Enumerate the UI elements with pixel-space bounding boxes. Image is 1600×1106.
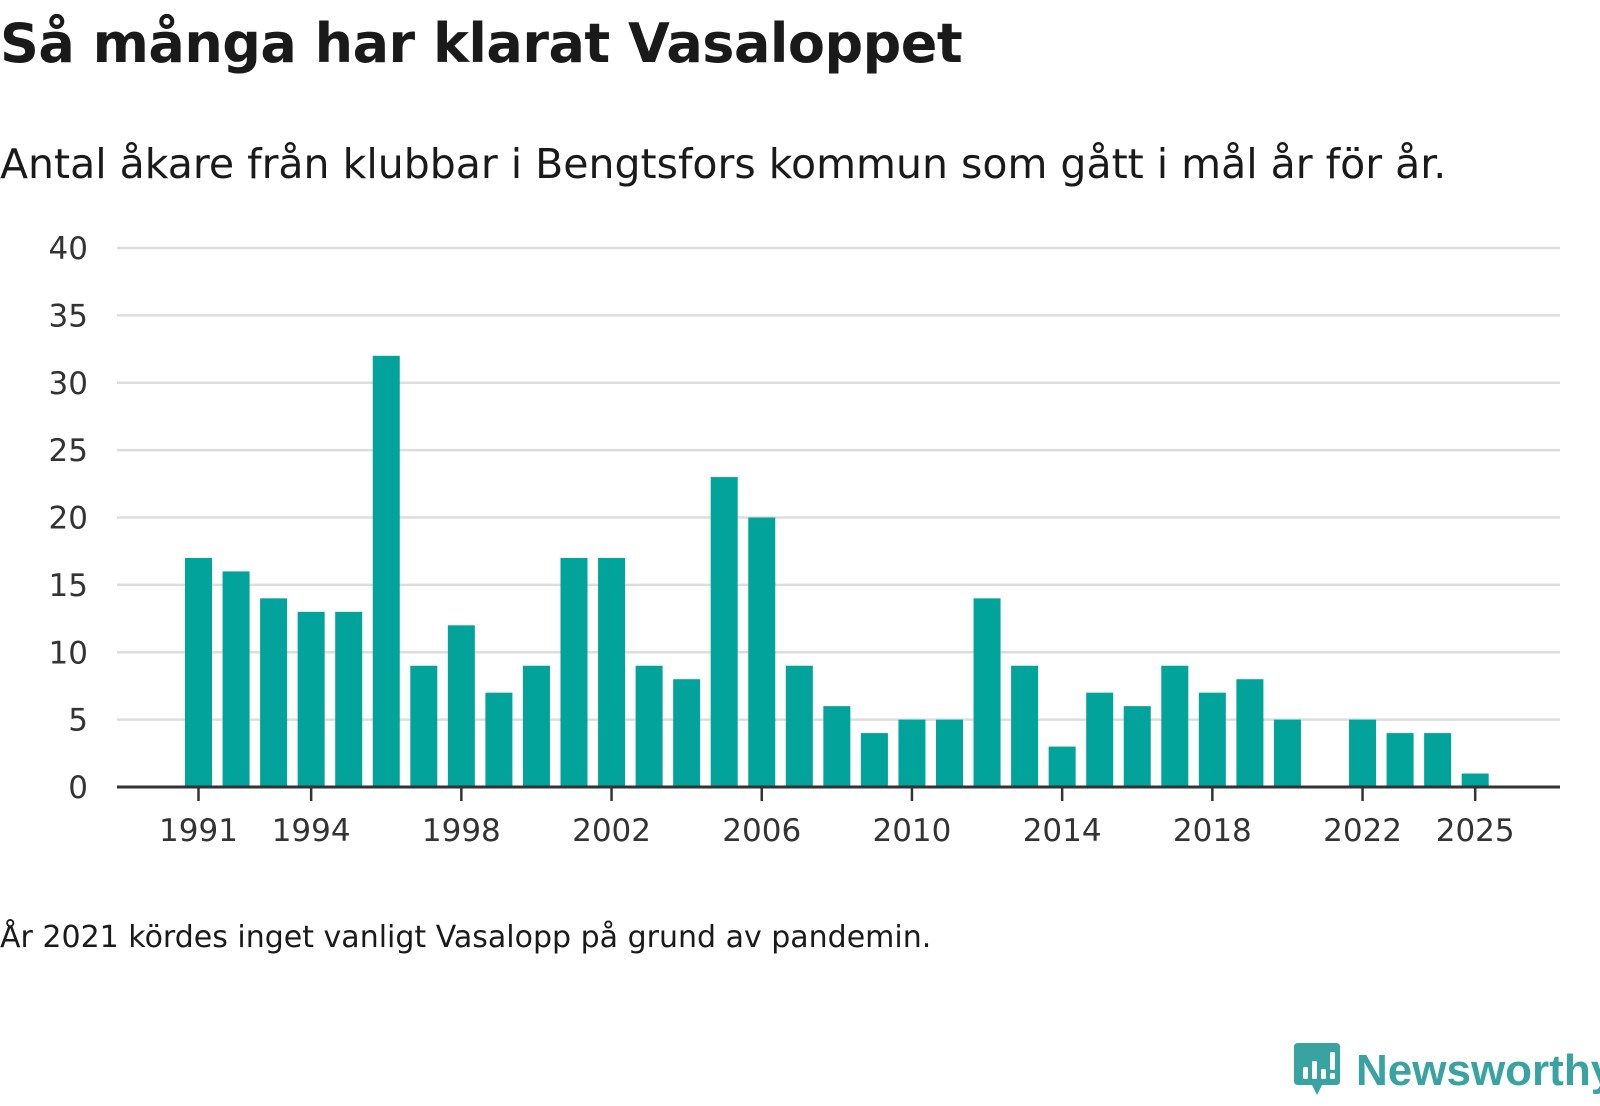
- bar-2012: [973, 598, 1001, 787]
- bar-2000: [522, 665, 550, 787]
- x-tick-label: 2010: [872, 813, 951, 849]
- bar-1991: [185, 557, 212, 787]
- bar-2005: [710, 477, 738, 787]
- bar-1994: [297, 611, 325, 787]
- bar-2011: [936, 719, 963, 787]
- bar-1992: [222, 571, 250, 787]
- y-tick-label: 35: [49, 298, 88, 334]
- bar-1996: [372, 355, 400, 787]
- bar-2022: [1349, 719, 1377, 787]
- bar-2003: [635, 665, 663, 787]
- chart-title: Så många har klarat Vasaloppet: [0, 12, 963, 75]
- bar-2001: [560, 557, 588, 787]
- y-tick-label: 15: [49, 568, 88, 604]
- bar-2002: [598, 557, 626, 787]
- bar-2023: [1386, 733, 1414, 787]
- bar-2006: [748, 517, 776, 787]
- x-tick-label: 2018: [1173, 813, 1252, 849]
- bar-2008: [823, 706, 851, 787]
- bar-2017: [1161, 665, 1189, 787]
- x-tick-label: 2002: [572, 813, 651, 849]
- y-tick-label: 0: [68, 770, 88, 806]
- chart-subtitle: Antal åkare från klubbar i Bengtsfors ko…: [0, 140, 1447, 188]
- bar-2025: [1461, 773, 1489, 787]
- y-tick-label: 10: [49, 635, 88, 671]
- bar-2013: [1011, 665, 1039, 787]
- bar-1993: [260, 598, 288, 787]
- bar-2009: [860, 733, 888, 787]
- x-tick-label: 2025: [1436, 813, 1515, 849]
- bar-1997: [410, 665, 438, 787]
- bar-1995: [335, 611, 363, 787]
- bar-1999: [485, 692, 513, 787]
- bar-2015: [1086, 692, 1114, 787]
- y-tick-label: 30: [49, 366, 88, 402]
- bar-2016: [1123, 706, 1151, 787]
- y-tick-label: 40: [49, 231, 88, 267]
- bar-2010: [898, 719, 926, 787]
- x-tick-label: 1994: [272, 813, 351, 849]
- newsworthy-logo-icon: [1292, 1041, 1342, 1101]
- brand-name: Newsworthy: [1356, 1046, 1600, 1095]
- bar-2019: [1236, 679, 1264, 787]
- x-tick-label: 1998: [422, 813, 501, 849]
- x-tick-label: 2014: [1023, 813, 1102, 849]
- y-tick-label: 25: [49, 433, 88, 469]
- y-tick-label: 5: [68, 703, 88, 739]
- bar-1998: [447, 625, 475, 787]
- bar-2024: [1424, 733, 1452, 787]
- bar-2020: [1273, 719, 1301, 787]
- x-tick-label: 1991: [159, 813, 238, 849]
- brand-logo: Newsworthy: [1292, 1036, 1600, 1106]
- x-tick-label: 2006: [722, 813, 801, 849]
- bar-2007: [785, 665, 813, 787]
- bar-2018: [1198, 692, 1226, 787]
- bar-2014: [1048, 746, 1076, 787]
- footnote: År 2021 kördes inget vanligt Vasalopp på…: [0, 920, 932, 955]
- x-tick-label: 2022: [1323, 813, 1402, 849]
- y-tick-label: 20: [49, 501, 88, 537]
- bar-2004: [673, 679, 701, 787]
